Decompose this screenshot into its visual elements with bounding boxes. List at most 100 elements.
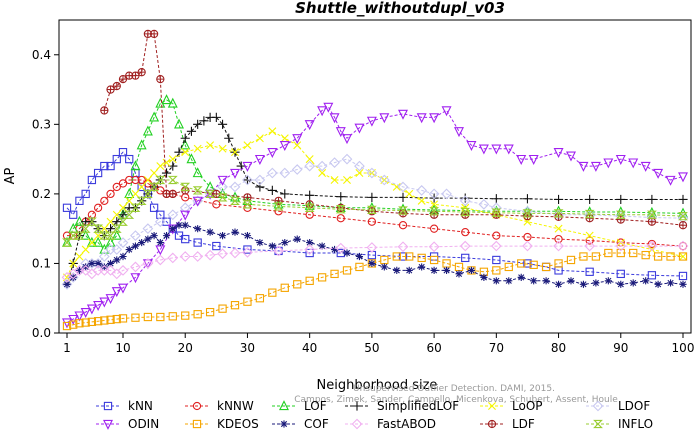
data-point-cof [567,277,575,285]
data-point-knnw [112,182,121,192]
data-point-lof [192,167,203,178]
data-point-knn [125,154,134,164]
data-point-fastabod [615,240,627,252]
data-point-inflo [304,203,315,212]
data-point-odin [553,148,564,158]
data-point-ldof [441,188,452,200]
data-point-loop [231,148,239,157]
data-point-knnw [100,196,109,205]
data-point-fastabod [428,241,440,253]
data-point-inflo [111,224,122,233]
data-point-cof [330,245,339,254]
data-point-cof [131,242,140,250]
data-point-inflo [242,200,253,209]
data-point-ldf [156,74,165,84]
data-point-ldof [397,181,409,193]
data-point-odin [230,168,240,179]
data-point-loop [75,252,84,261]
data-point-odin [491,144,502,155]
data-point-odin [615,154,626,165]
data-point-odin [254,154,265,165]
data-point-simplifiedlof [280,189,290,199]
data-point-odin [130,273,141,284]
data-point-cof [629,279,637,287]
data-point-cof [368,259,376,268]
legend-label-inflo: INFLO [618,417,653,431]
data-point-simplifiedlof [647,194,657,205]
legend-label-ldf: LDF [512,417,535,431]
data-point-cof [430,266,438,274]
data-point-inflo [192,186,203,195]
data-point-cof [293,235,301,243]
data-point-cof [418,263,426,271]
data-point-simplifiedlof [186,126,197,136]
data-point-knn [81,189,90,199]
plot-area-frame [58,19,692,334]
data-point-fastabod [273,245,284,257]
data-point-odin [398,109,408,120]
axes-layer: 1 10 20 30 40 50 60 70 80 90 100 0.0 0.1 0.2 0.3 0.4 [32,48,695,355]
legend-item-kdeos: KDEOS [185,417,259,431]
data-point-kdeos [579,252,588,261]
data-point-ldof [61,278,73,290]
data-point-kdeos [504,262,513,272]
data-point-loop [585,231,594,240]
data-point-knn [118,148,128,157]
data-point-loop [131,189,140,198]
x-tick-label: 10 [115,341,130,355]
data-point-simplifiedlof [267,185,277,196]
data-point-odin [267,148,278,158]
data-point-loop [255,134,264,143]
data-point-odin [105,294,116,305]
data-point-loop [392,182,401,191]
data-point-loop [69,259,78,268]
data-point-fastabod [117,265,129,276]
data-point-fastabod [242,246,253,258]
data-point-lof [93,236,104,247]
data-point-ldf [678,221,688,230]
data-point-knnw [492,231,501,240]
data-point-fastabod [335,242,347,254]
data-point-knn [149,203,159,212]
data-point-odin [653,168,664,179]
data-point-loop [150,169,159,178]
data-point-kdeos [417,253,426,263]
series-fastabod [61,240,689,283]
legend-item-inflo: INFLO [586,417,653,431]
data-point-knnw [429,224,439,233]
data-point-cof [231,228,239,236]
data-point-cof [75,266,84,274]
legend-label-loop: LoOP [512,399,543,413]
legend-marker-loop [488,402,496,410]
data-point-odin [317,106,328,117]
data-point-ldof [329,157,340,168]
data-point-knn [156,210,165,219]
data-point-ldof [117,237,129,248]
data-point-fastabod [490,240,502,252]
data-point-fastabod [366,242,378,253]
data-point-knnw [106,189,115,199]
data-point-odin [242,161,253,172]
data-point-inflo [74,231,85,240]
data-point-kdeos [330,269,339,279]
data-point-cof [138,238,146,247]
data-point-simplifiedlof [678,194,688,205]
data-point-loop [280,134,289,143]
data-point-loop [87,238,96,247]
data-point-loop [343,175,351,184]
data-point-loop [106,217,115,226]
data-point-simplifiedlof [211,112,221,122]
data-point-fastabod [229,247,241,259]
data-point-loop [355,169,364,178]
data-point-odin [665,175,676,186]
legend-label-fastabod: FastABOD [377,417,436,431]
x-tick-label: 100 [672,341,695,355]
data-point-kdeos [616,248,625,258]
data-point-inflo [584,209,595,219]
legend-item-loop: LoOP [480,399,543,413]
data-point-cof [343,249,351,257]
data-point-simplifiedlof [217,119,228,129]
data-point-loop [94,231,103,240]
data-point-fastabod [130,261,141,273]
legend-marker-ldof [592,400,604,412]
